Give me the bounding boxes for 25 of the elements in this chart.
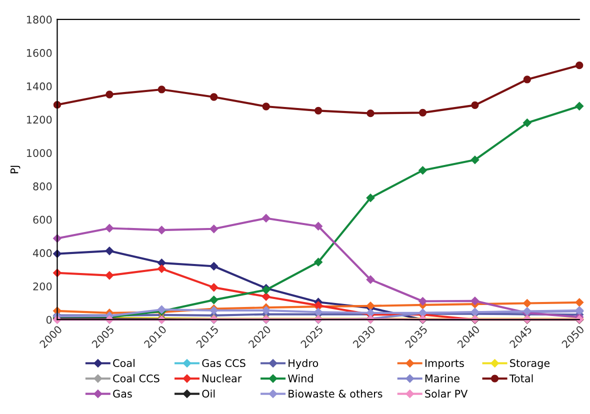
y-tick-label: 0: [46, 316, 52, 324]
y-tick-label: 1800: [27, 16, 52, 24]
y-tick-label: 800: [33, 182, 52, 190]
y-tick-label: 1400: [27, 82, 52, 90]
y-tick-label: 1000: [27, 149, 52, 157]
y-tick-label: 200: [33, 282, 52, 290]
y-tick-label: 600: [33, 216, 52, 224]
legend-label: Coal: [113, 359, 134, 368]
legend-label: Solar PV: [425, 390, 468, 398]
legend-label: Imports: [425, 359, 464, 370]
y-axis-title: PJ: [10, 166, 20, 174]
y-tick-label: 1200: [27, 116, 52, 124]
legend-label: Biowaste & others: [288, 390, 382, 398]
legend-label: Total: [509, 374, 533, 382]
legend-label: Oil: [202, 390, 215, 398]
legend-label: Gas CCS: [202, 359, 246, 368]
legend-label: Hydro: [288, 359, 318, 370]
legend-label: Storage: [510, 359, 550, 370]
legend-label: Nuclear: [202, 374, 242, 382]
legend-label: Coal CCS: [113, 374, 160, 382]
legend-label: Wind: [288, 374, 313, 382]
y-tick-label: 400: [32, 249, 52, 258]
legend-label: Marine: [425, 374, 460, 382]
y-tick-label: 1600: [27, 49, 52, 57]
legend-label: Gas: [113, 390, 132, 398]
